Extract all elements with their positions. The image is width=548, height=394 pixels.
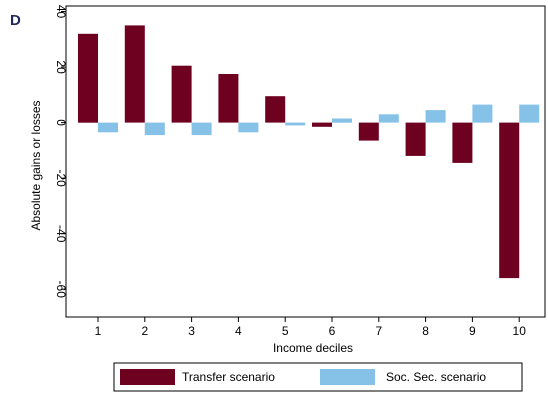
panel-label: D bbox=[10, 12, 21, 29]
bar-transfer-9 bbox=[452, 122, 473, 163]
x-tick-label: 10 bbox=[513, 324, 527, 338]
bar-transfer-8 bbox=[405, 122, 426, 156]
x-tick-label: 9 bbox=[469, 324, 476, 338]
y-tick-label: 40 bbox=[54, 5, 68, 19]
bar-socsec-6 bbox=[332, 118, 352, 123]
y-tick-label: -60 bbox=[54, 281, 68, 299]
bar-socsec-9 bbox=[472, 104, 493, 123]
x-tick-label: 6 bbox=[329, 324, 336, 338]
bar-socsec-10 bbox=[519, 104, 540, 123]
x-tick-label: 2 bbox=[141, 324, 148, 338]
legend-box bbox=[113, 362, 523, 392]
x-tick-label: 8 bbox=[422, 324, 429, 338]
x-axis: 1 2 3 4 5 6 7 8 9 10 bbox=[95, 317, 527, 338]
legend-label-socsec: Soc. Sec. scenario bbox=[386, 370, 486, 384]
legend-label-transfer: Transfer scenario bbox=[182, 370, 275, 384]
bar-socsec-4 bbox=[238, 122, 259, 133]
bar-transfer-7 bbox=[358, 122, 379, 141]
bar-transfer-2 bbox=[124, 25, 145, 123]
bar-transfer-5 bbox=[265, 96, 286, 123]
y-tick-label: -20 bbox=[54, 169, 68, 187]
legend-swatch-transfer bbox=[120, 369, 175, 385]
legend-swatch-socsec bbox=[320, 369, 375, 385]
bar-socsec-8 bbox=[425, 110, 446, 123]
x-tick-label: 3 bbox=[188, 324, 195, 338]
bar-socsec-5 bbox=[285, 122, 306, 126]
x-tick-label: 1 bbox=[95, 324, 102, 338]
y-axis-title: Absolute gains or losses bbox=[29, 100, 43, 230]
bar-transfer-10 bbox=[499, 122, 520, 279]
y-tick-label: 20 bbox=[54, 60, 68, 74]
y-tick-label: 0 bbox=[54, 119, 68, 126]
x-tick-label: 4 bbox=[235, 324, 242, 338]
x-tick-label: 7 bbox=[375, 324, 382, 338]
x-tick-label: 5 bbox=[282, 324, 289, 338]
bar-transfer-1 bbox=[78, 33, 98, 123]
y-tick-label: -40 bbox=[54, 225, 68, 243]
y-axis: -60 -40 -20 0 20 40 bbox=[54, 5, 68, 317]
bar-transfer-4 bbox=[218, 74, 239, 123]
plot-area bbox=[65, 5, 546, 318]
bar-socsec-7 bbox=[378, 114, 399, 123]
legend: Transfer scenario Soc. Sec. scenario bbox=[113, 362, 523, 392]
x-axis-title: Income deciles bbox=[273, 341, 353, 355]
bar-socsec-2 bbox=[144, 122, 165, 136]
bar-socsec-3 bbox=[191, 122, 212, 136]
bar-transfer-6 bbox=[312, 122, 332, 127]
bar-socsec-1 bbox=[98, 122, 118, 133]
bar-transfer-3 bbox=[171, 65, 192, 123]
